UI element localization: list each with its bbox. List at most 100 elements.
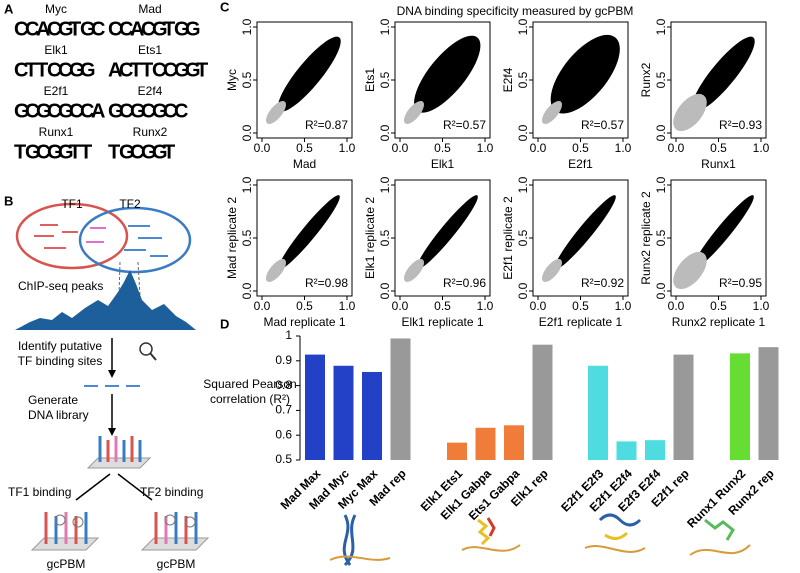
- y-tick-label: 1.0: [516, 176, 530, 193]
- scatter-plot: 0.00.0 0.5 0.5 1.0 1.0 Elk1 replicate 1 Elk1 r…: [363, 176, 493, 329]
- logo-letter: T: [69, 18, 81, 40]
- logo-letter: C: [14, 59, 28, 81]
- tf1-sites: [34, 224, 78, 249]
- bar: [362, 371, 382, 460]
- r2-label: R²=0.87: [305, 118, 348, 132]
- x-tick-label: 0.5: [710, 141, 727, 155]
- logo-letter: G: [14, 100, 30, 122]
- x-tick-label: 1.0: [339, 299, 356, 313]
- y-axis-label: correlation (R²): [210, 392, 290, 406]
- bar: [673, 354, 694, 460]
- cloud-dense: [554, 195, 616, 270]
- logo-letter: T: [36, 59, 48, 81]
- x-tick-label: 0.5: [572, 299, 589, 313]
- binding-label: TF1 binding: [8, 485, 71, 499]
- logo-letter: G: [80, 59, 96, 81]
- point-cloud: [403, 35, 481, 124]
- logo-letter: G: [152, 100, 168, 122]
- y-axis-label: Mad replicate 2: [225, 197, 239, 279]
- arrow: [75, 473, 111, 501]
- motif-name: Ets1: [138, 43, 162, 57]
- logo-letter: G: [185, 59, 201, 81]
- point-cloud: [541, 34, 620, 124]
- r2-label: R²=0.98: [305, 276, 348, 290]
- logo-letter: C: [174, 100, 188, 122]
- x-axis-label: Elk1: [431, 157, 455, 171]
- logo-letter: G: [47, 141, 63, 163]
- magnifier: [139, 342, 157, 361]
- step-label: Generate: [28, 393, 78, 407]
- y-tick-label: 0.0: [654, 282, 668, 299]
- x-tick-label: 0.0: [668, 141, 685, 155]
- y-tick-label: 0.0: [516, 282, 530, 299]
- x-axis-label: Runx1: [701, 157, 736, 171]
- y-tick-label: 0.0: [516, 124, 530, 141]
- panel-label: A: [4, 1, 14, 16]
- binding-label: TF2 binding: [140, 485, 203, 499]
- logo-letter: C: [47, 59, 61, 81]
- logo-letter: C: [108, 18, 122, 40]
- logo-letter: C: [58, 59, 72, 81]
- x-tick-label: 0.5: [572, 141, 589, 155]
- y-tick-label: 0.0: [240, 124, 254, 141]
- tf2-circle: [78, 206, 192, 274]
- x-tick-label: 0.0: [530, 299, 547, 313]
- logo-letter: T: [108, 141, 120, 163]
- r2-label: R²=0.57: [443, 118, 486, 132]
- step-label: Identify putative: [18, 339, 102, 353]
- cloud-dense: [691, 36, 755, 112]
- point-cloud: [265, 195, 340, 282]
- logo-letter: C: [69, 100, 83, 122]
- logo-letter: C: [25, 18, 39, 40]
- logo-letter: A: [108, 59, 122, 81]
- logo-letter: T: [130, 59, 142, 81]
- tf1-label: TF1: [61, 197, 83, 211]
- x-axis-label: Elk1 replicate 1: [401, 315, 483, 329]
- tf1-circle: [15, 202, 129, 270]
- x-tick-label: 0.5: [296, 141, 313, 155]
- y-axis-label: Runx2 replicate 2: [639, 191, 653, 285]
- logo-letter: C: [25, 100, 39, 122]
- venn: [15, 202, 192, 274]
- x-tick-label: 1.0: [753, 299, 770, 313]
- logo-letter: C: [119, 59, 133, 81]
- logo-letter: G: [58, 100, 74, 122]
- x-tick-label: 1.0: [615, 141, 632, 155]
- cloud-dense: [414, 35, 481, 113]
- y-axis-label: E2f1 replicate 2: [501, 196, 515, 280]
- logo-letter: G: [152, 18, 168, 40]
- logo-letter: G: [185, 18, 201, 40]
- x-tick-label: 1.0: [339, 141, 356, 155]
- logo-letter: T: [196, 59, 208, 81]
- arrowhead: [108, 370, 116, 378]
- logo-letter: G: [25, 141, 41, 163]
- y-tick-label: 1.0: [240, 18, 254, 35]
- x-tick-label: 0.0: [392, 141, 409, 155]
- cloud-dense: [692, 195, 754, 270]
- bar: [333, 365, 354, 460]
- y-tick-label: 1: [285, 328, 292, 342]
- logo-letter: C: [152, 59, 166, 81]
- r2-label: R²=0.95: [719, 276, 762, 290]
- x-tick-label: 1.0: [615, 299, 632, 313]
- motif-name: Runx2: [133, 125, 168, 139]
- x-tick-label: 0.5: [710, 299, 727, 313]
- cloud-dense: [550, 34, 620, 114]
- cloud-dense: [416, 195, 478, 270]
- arrowhead: [108, 428, 116, 436]
- bar: [758, 347, 779, 460]
- tf2-sites: [124, 225, 168, 257]
- y-tick-label: 0.5: [240, 229, 254, 246]
- y-axis-label: Squared Pearson: [203, 377, 296, 391]
- y-axis-label: Elk1 replicate 2: [363, 197, 377, 279]
- panel-label: C: [220, 0, 230, 14]
- cloud-low: [541, 259, 563, 282]
- y-tick-label: 0.5: [240, 71, 254, 88]
- x-tick-label: 0.0: [392, 299, 409, 313]
- shared-sites: [86, 227, 106, 243]
- y-tick-label: 0.9: [275, 353, 292, 367]
- protein-illustrations: [329, 513, 751, 567]
- bar: [616, 441, 637, 460]
- bar: [504, 425, 524, 460]
